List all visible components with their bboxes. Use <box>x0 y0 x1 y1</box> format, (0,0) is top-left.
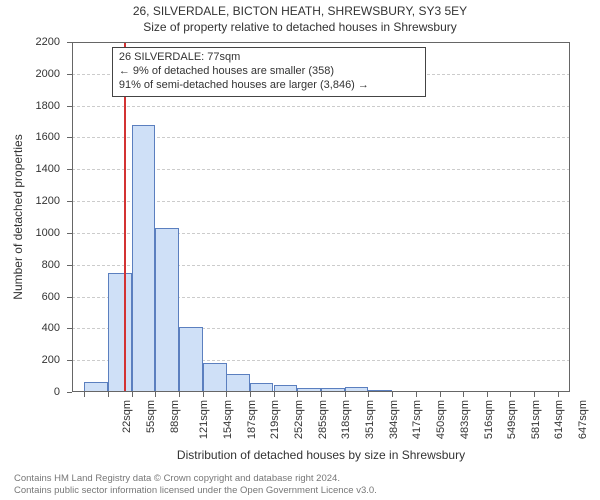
y-tick-label: 200 <box>0 354 60 366</box>
x-tick-mark <box>155 392 156 397</box>
histogram-bar <box>132 125 156 392</box>
y-tick-label: 2200 <box>0 36 60 48</box>
histogram-bar <box>108 273 132 392</box>
info-line-1: 26 SILVERDALE: 77sqm <box>119 51 419 65</box>
title-line-1: 26, SILVERDALE, BICTON HEATH, SHREWSBURY… <box>0 4 600 18</box>
x-tick-label: 88sqm <box>169 400 181 433</box>
y-tick-mark <box>67 392 72 393</box>
x-tick-mark <box>510 392 511 397</box>
x-tick-label: 384sqm <box>388 400 400 439</box>
x-tick-mark <box>368 392 369 397</box>
x-tick-label: 614sqm <box>553 400 565 439</box>
x-tick-label: 417sqm <box>412 400 424 439</box>
x-tick-mark <box>226 392 227 397</box>
x-tick-label: 581sqm <box>530 400 542 439</box>
y-tick-label: 600 <box>0 291 60 303</box>
info-box: 26 SILVERDALE: 77sqm ← 9% of detached ho… <box>112 47 426 96</box>
gridline <box>72 106 570 107</box>
info-line-3: 91% of semi-detached houses are larger (… <box>119 79 419 93</box>
x-tick-label: 187sqm <box>246 400 258 439</box>
histogram-bar <box>179 327 203 392</box>
chart-container: 26, SILVERDALE, BICTON HEATH, SHREWSBURY… <box>0 0 600 500</box>
histogram-bar <box>274 385 298 392</box>
x-tick-mark <box>558 392 559 397</box>
x-tick-mark <box>440 392 441 397</box>
x-tick-label: 285sqm <box>317 400 329 439</box>
x-tick-label: 647sqm <box>577 400 589 439</box>
x-tick-label: 22sqm <box>121 400 133 433</box>
x-tick-mark <box>463 392 464 397</box>
info-line-2: ← 9% of detached houses are smaller (358… <box>119 65 419 79</box>
x-tick-label: 121sqm <box>199 400 211 439</box>
x-tick-mark <box>132 392 133 397</box>
x-tick-mark <box>487 392 488 397</box>
histogram-bar <box>84 382 108 392</box>
y-tick-label: 400 <box>0 322 60 334</box>
x-tick-mark <box>297 392 298 397</box>
footer-line-2: Contains public sector information licen… <box>14 485 377 496</box>
histogram-bar <box>250 383 274 392</box>
x-tick-mark <box>345 392 346 397</box>
x-tick-mark <box>84 392 85 397</box>
y-tick-label: 0 <box>0 386 60 398</box>
y-tick-label: 1800 <box>0 100 60 112</box>
x-tick-label: 351sqm <box>364 400 376 439</box>
x-tick-label: 483sqm <box>459 400 471 439</box>
x-tick-label: 549sqm <box>507 400 519 439</box>
x-tick-mark <box>321 392 322 397</box>
x-tick-mark <box>534 392 535 397</box>
x-tick-label: 55sqm <box>145 400 157 433</box>
x-tick-label: 318sqm <box>340 400 352 439</box>
histogram-bar <box>226 374 250 392</box>
y-tick-label: 1000 <box>0 227 60 239</box>
y-axis-label-wrap: Number of detached properties <box>10 42 26 392</box>
histogram-bar <box>368 390 392 392</box>
y-tick-label: 1200 <box>0 195 60 207</box>
x-tick-label: 252sqm <box>293 400 305 439</box>
x-axis-label: Distribution of detached houses by size … <box>72 448 570 462</box>
footer: Contains HM Land Registry data © Crown c… <box>14 473 377 496</box>
x-tick-mark <box>274 392 275 397</box>
title-line-2: Size of property relative to detached ho… <box>0 20 600 34</box>
y-axis-label: Number of detached properties <box>11 134 25 299</box>
x-tick-mark <box>108 392 109 397</box>
x-tick-mark <box>416 392 417 397</box>
x-tick-mark <box>250 392 251 397</box>
y-tick-label: 1400 <box>0 163 60 175</box>
plot-area: 26 SILVERDALE: 77sqm ← 9% of detached ho… <box>72 42 570 392</box>
x-tick-label: 219sqm <box>269 400 281 439</box>
x-tick-mark <box>392 392 393 397</box>
histogram-bar <box>345 387 369 392</box>
y-tick-label: 800 <box>0 259 60 271</box>
x-tick-mark <box>179 392 180 397</box>
x-tick-mark <box>203 392 204 397</box>
x-tick-label: 154sqm <box>222 400 234 439</box>
footer-line-1: Contains HM Land Registry data © Crown c… <box>14 473 377 484</box>
histogram-bar <box>155 228 179 392</box>
y-tick-label: 1600 <box>0 131 60 143</box>
histogram-bar <box>297 388 321 392</box>
x-tick-label: 516sqm <box>483 400 495 439</box>
y-tick-label: 2000 <box>0 68 60 80</box>
x-tick-label: 450sqm <box>435 400 447 439</box>
histogram-bar <box>321 388 345 392</box>
histogram-bar <box>203 363 227 392</box>
